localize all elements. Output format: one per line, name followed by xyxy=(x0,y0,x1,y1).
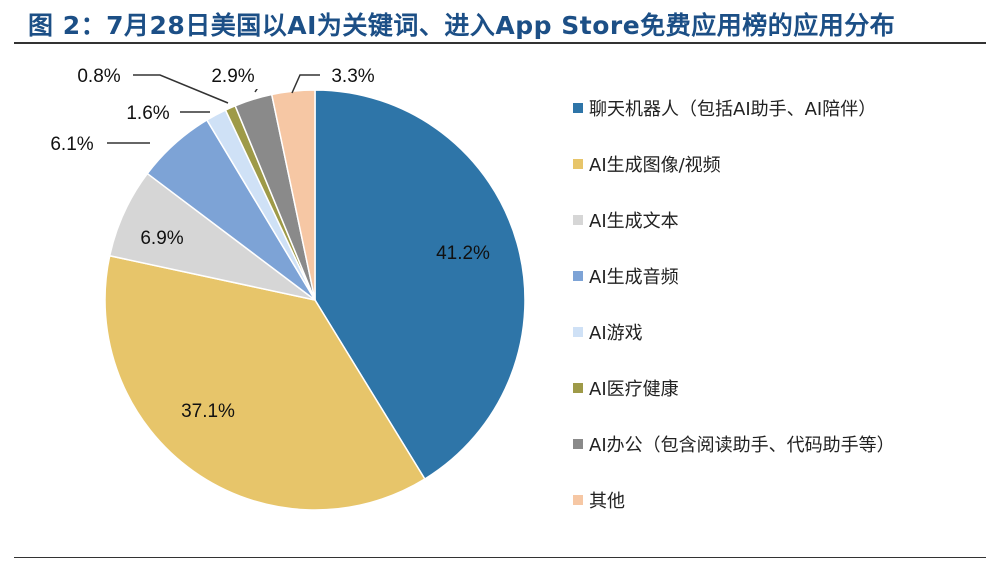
legend-swatch xyxy=(573,327,583,337)
pie-slices xyxy=(104,89,526,511)
legend-label: AI生成音频 xyxy=(589,267,679,288)
slice-label: 3.3% xyxy=(321,61,385,89)
leader-line xyxy=(133,74,229,104)
slice-label: 1.6% xyxy=(116,98,180,126)
legend-item: AI生成音频 xyxy=(573,248,993,304)
slice-label-box xyxy=(431,238,495,266)
slice-label: 6.1% xyxy=(40,129,104,157)
label-leader-lines xyxy=(107,74,320,144)
legend-item: AI游戏 xyxy=(573,304,993,360)
legend-label: AI游戏 xyxy=(589,323,643,344)
leader-line xyxy=(291,74,320,94)
slice-label-text: 3.3% xyxy=(331,66,374,87)
figure-title: 图 2：7月28日美国以AI为关键词、进入App Store免费应用榜的应用分布 xyxy=(28,11,896,40)
slice-label-box xyxy=(176,396,240,424)
legend-item: AI生成文本 xyxy=(573,192,993,248)
legend-item: AI医疗健康 xyxy=(573,360,993,416)
legend-swatch xyxy=(573,271,583,281)
pie-slice xyxy=(104,254,426,511)
top-rule xyxy=(14,42,986,44)
legend-item: 聊天机器人（包括AI助手、AI陪伴） xyxy=(573,80,993,136)
pie-slice xyxy=(314,89,526,481)
legend-label: AI医疗健康 xyxy=(589,379,679,400)
legend-swatch xyxy=(573,439,583,449)
slice-label: 0.8% xyxy=(67,61,131,89)
slice-label-box xyxy=(130,223,194,251)
legend-swatch xyxy=(573,495,583,505)
legend-label: 其他 xyxy=(589,491,625,512)
slice-label-text: 37.1% xyxy=(181,401,235,422)
legend-item: AI办公（包含阅读助手、代码助手等） xyxy=(573,416,993,472)
legend-label: AI办公（包含阅读助手、代码助手等） xyxy=(589,435,895,456)
slice-labels: 41.2% 37.1% 6.9% 6.1% 1.6% 0.8% 2.9% 3.3% xyxy=(40,61,495,424)
slice-label-box xyxy=(67,61,131,89)
legend-swatch xyxy=(573,159,583,169)
legend: 聊天机器人（包括AI助手、AI陪伴） AI生成图像/视频 AI生成文本 AI生成音频 A… xyxy=(573,80,993,528)
slice-label-text: 41.2% xyxy=(436,243,490,264)
slice-label-text: 6.1% xyxy=(50,134,93,155)
slice-label-box xyxy=(40,129,104,157)
bottom-rule xyxy=(14,557,986,558)
legend-swatch xyxy=(573,215,583,225)
slice-label-box xyxy=(201,61,265,89)
slice-label-text: 6.9% xyxy=(140,228,183,249)
legend-label: 聊天机器人（包括AI助手、AI陪伴） xyxy=(589,99,877,120)
legend-swatch xyxy=(573,383,583,393)
slice-label-text: 1.6% xyxy=(126,103,169,124)
legend-label: AI生成图像/视频 xyxy=(589,155,721,176)
slice-label-box xyxy=(321,61,385,89)
slice-label: 2.9% xyxy=(201,61,265,89)
legend-label: AI生成文本 xyxy=(589,211,679,232)
legend-item: 其他 xyxy=(573,472,993,528)
slice-label: 6.9% xyxy=(130,223,194,251)
slice-label: 41.2% xyxy=(431,238,495,266)
slice-label-text: 2.9% xyxy=(211,66,254,87)
legend-swatch xyxy=(573,103,583,113)
legend-item: AI生成图像/视频 xyxy=(573,136,993,192)
slice-label-text: 0.8% xyxy=(77,66,120,87)
slice-label: 37.1% xyxy=(176,396,240,424)
slice-label-box xyxy=(116,98,180,126)
